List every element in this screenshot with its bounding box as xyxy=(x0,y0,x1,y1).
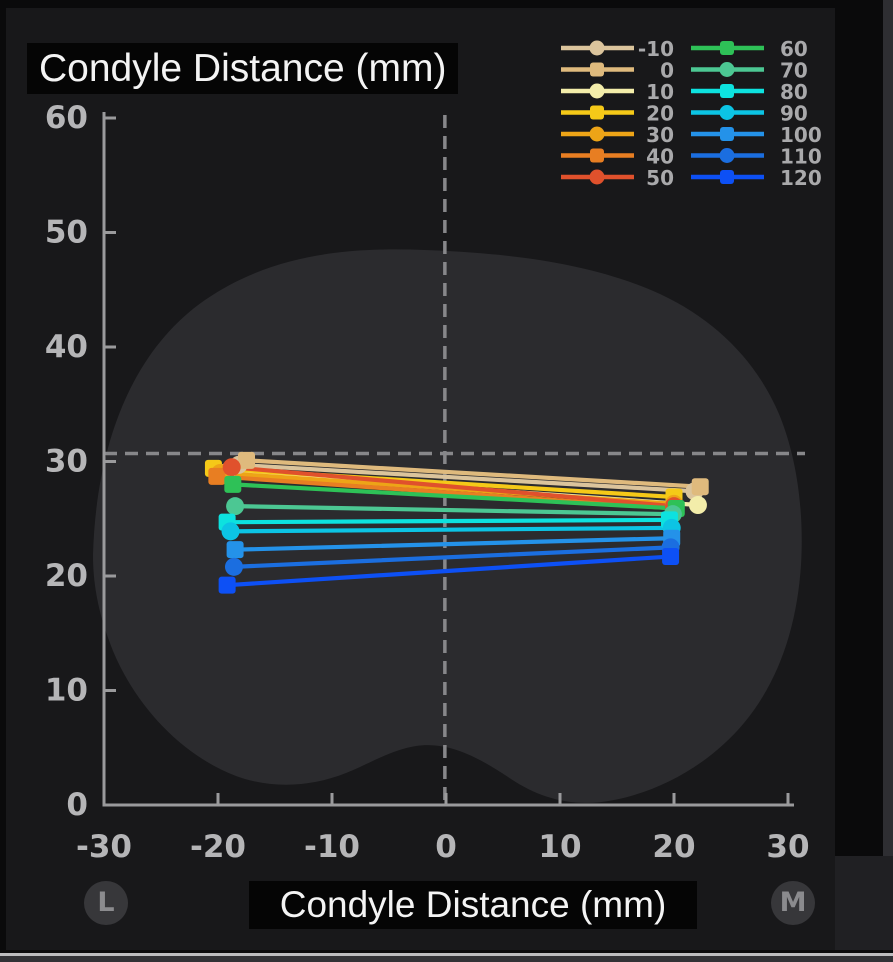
legend-label-60: 60 xyxy=(780,37,808,61)
x-tick-label: 20 xyxy=(652,829,695,865)
window-bottom-band xyxy=(0,956,893,962)
x-tick-label: -10 xyxy=(304,829,360,865)
legend-label-0: 0 xyxy=(660,59,674,83)
series-line-110 xyxy=(231,545,673,569)
legend-label-10: 10 xyxy=(646,80,674,104)
y-tick-label: 40 xyxy=(45,329,88,365)
window-right-patch xyxy=(835,856,893,950)
marker-10-medial xyxy=(688,496,707,515)
legend-label-50: 50 xyxy=(646,166,674,190)
legend-marker-120 xyxy=(720,170,734,184)
y-tick-label: 60 xyxy=(45,100,88,136)
medial-badge: M xyxy=(771,881,815,925)
legend-marker-80 xyxy=(720,84,734,98)
marker-110-lateral xyxy=(224,557,243,576)
legend-marker-0 xyxy=(590,62,604,77)
series-line-0 xyxy=(244,458,703,489)
marker-0-medial xyxy=(691,478,709,496)
lateral-badge: L xyxy=(84,881,128,925)
window-bottom-edge xyxy=(0,953,893,956)
marker-100-lateral xyxy=(226,541,244,559)
series-line-80 xyxy=(225,517,672,525)
legend-label-80: 80 xyxy=(780,80,808,104)
marker-90-lateral xyxy=(221,522,240,541)
x-tick-label: -30 xyxy=(76,829,132,865)
marker-70-lateral xyxy=(226,497,245,516)
series-line-90 xyxy=(228,525,674,534)
legend-label-40: 40 xyxy=(646,145,674,169)
y-tick-label: 0 xyxy=(66,787,88,823)
y-tick-label: 10 xyxy=(45,673,88,709)
series-line-60 xyxy=(230,482,679,511)
marker-120-lateral xyxy=(218,576,236,594)
legend-marker-50 xyxy=(589,169,605,185)
axis-frame xyxy=(102,112,794,807)
marker-0-lateral xyxy=(238,451,255,469)
x-tick-label: 10 xyxy=(538,829,581,865)
legend-marker-20 xyxy=(590,105,604,120)
legend-label-90: 90 xyxy=(780,102,808,126)
x-axis-title: Condyle Distance (mm) xyxy=(249,881,697,929)
legend-marker-90 xyxy=(719,105,735,120)
chart-title: Condyle Distance (mm) xyxy=(27,43,459,94)
legend-label-20: 20 xyxy=(646,102,674,126)
series-line--10 xyxy=(236,462,697,494)
legend-marker-70 xyxy=(719,62,735,77)
series-line-50 xyxy=(229,465,677,509)
legend-marker-30 xyxy=(589,126,605,142)
legend-marker-10 xyxy=(589,83,605,99)
series-line-100 xyxy=(233,536,674,552)
y-tick-label: 30 xyxy=(45,444,88,480)
legend-label-30: 30 xyxy=(646,123,674,147)
legend-marker-40 xyxy=(590,148,604,163)
series-line-70 xyxy=(233,504,675,517)
x-tick-label: 30 xyxy=(766,829,809,865)
legend-label-120: 120 xyxy=(780,166,822,190)
legend-label-110: 110 xyxy=(780,145,822,169)
legend-label-100: 100 xyxy=(780,123,822,147)
legend-marker-60 xyxy=(720,41,734,55)
legend-marker-100 xyxy=(720,127,734,141)
marker-40-lateral xyxy=(208,467,226,485)
tibial-plateau-shape xyxy=(93,249,802,803)
marker-50-lateral xyxy=(222,458,241,477)
legend-marker-110 xyxy=(719,148,735,163)
y-tick-label: 20 xyxy=(45,558,88,594)
series-line-120 xyxy=(225,554,673,588)
marker-120-medial xyxy=(662,548,680,566)
y-tick-label: 50 xyxy=(45,215,88,251)
legend-label-70: 70 xyxy=(780,59,808,83)
marker-60-lateral xyxy=(224,475,242,493)
x-tick-label: -20 xyxy=(190,829,246,865)
legend-label--10: -10 xyxy=(638,37,674,61)
x-tick-label: 0 xyxy=(435,829,457,865)
window-right-edge xyxy=(883,0,893,950)
legend-marker--10 xyxy=(589,40,605,56)
